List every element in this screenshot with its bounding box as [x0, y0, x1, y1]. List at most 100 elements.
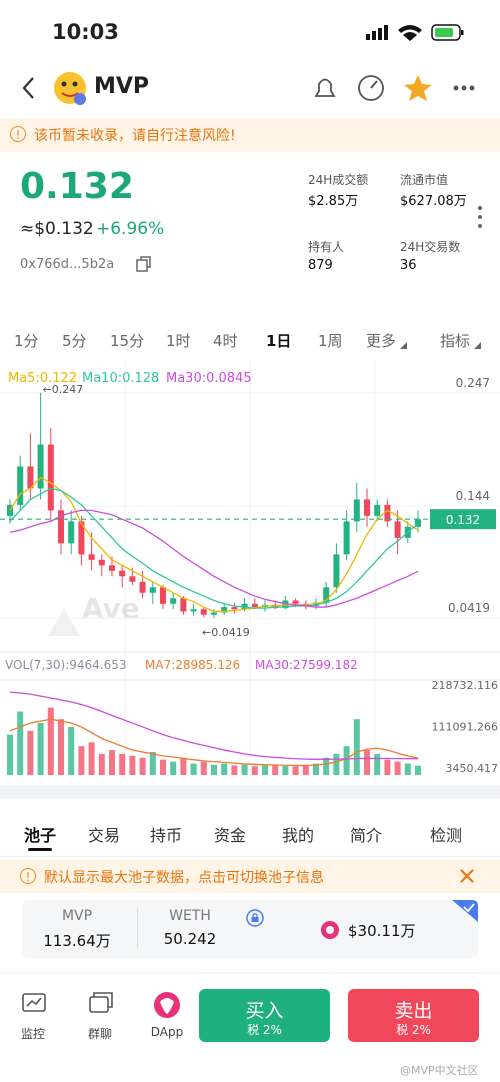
last-price-box: [430, 509, 496, 530]
nav-item[interactable]: 群聊: [87, 1027, 112, 1041]
candle-body: [17, 466, 24, 505]
stat-value: 879: [308, 258, 333, 273]
volume-bar: [68, 726, 75, 775]
stat-value: 36: [400, 258, 417, 273]
candle-body: [129, 576, 136, 582]
timeframe-option[interactable]: 5分: [62, 332, 87, 350]
volume-bar: [160, 759, 166, 775]
volume-bar: [394, 761, 401, 775]
volume-bar: [384, 759, 391, 775]
candle-body: [323, 587, 330, 603]
ma-line: [9, 509, 419, 608]
divider: [0, 856, 500, 857]
favorite-button[interactable]: [404, 75, 432, 101]
candle-body: [27, 466, 34, 489]
tab[interactable]: 资金: [214, 826, 247, 845]
timeframe-option[interactable]: 4时: [213, 332, 238, 350]
legend-item: Ma5:0.122: [8, 371, 77, 386]
indicator-button[interactable]: 指标: [440, 332, 471, 350]
volume-bar: [17, 711, 24, 775]
divider: [137, 908, 138, 948]
status-icons: [366, 24, 464, 41]
stat-label: 24H成交额: [308, 173, 369, 187]
legend-item: VOL(7,30):9464.653: [5, 658, 127, 672]
timeframe-option[interactable]: 1时: [166, 332, 191, 350]
timeframe-option[interactable]: 1周: [318, 332, 343, 350]
nav-item[interactable]: 监控: [20, 1027, 45, 1041]
candle-body: [88, 554, 95, 560]
candle-body: [149, 587, 156, 593]
header-icons: [22, 72, 475, 105]
candle-body: [415, 519, 421, 527]
candle-body: [190, 609, 197, 612]
sell-label: 卖出: [394, 1000, 433, 1022]
stat-value: $627.08万: [400, 194, 467, 209]
buy-button[interactable]: [199, 989, 330, 1042]
timeframe-option[interactable]: 更多: [366, 332, 397, 350]
candle-body: [68, 521, 75, 544]
tab[interactable]: 我的: [282, 826, 315, 845]
alert-button[interactable]: [314, 78, 336, 97]
divider: [0, 972, 500, 973]
candle-body: [119, 570, 126, 577]
nav-item[interactable]: DApp: [150, 1025, 184, 1039]
watermark: Ave: [82, 592, 140, 625]
candle-body: [231, 607, 238, 610]
candle-body: [394, 521, 401, 538]
volume-bar: [37, 723, 44, 775]
timeframe-option[interactable]: 15分: [110, 332, 145, 350]
volume-bar: [149, 751, 156, 775]
warning-icon: !: [10, 126, 26, 142]
dapp-icon: [154, 992, 180, 1018]
candle-body: [251, 603, 258, 608]
candle-body: [58, 510, 64, 544]
volume-bar: [302, 765, 309, 775]
tab[interactable]: 持币: [150, 826, 183, 845]
warning-bar: [0, 118, 500, 152]
pool-amount: 113.64万: [43, 932, 111, 950]
more-stats-button[interactable]: [474, 204, 486, 232]
price-usd: ≈$0.132: [20, 219, 94, 239]
candle-body: [160, 587, 166, 604]
timeframe-option[interactable]: 1分: [14, 332, 39, 350]
pool-card[interactable]: [22, 900, 478, 958]
warning-text: 该币暂未收录，请自行注意风险!: [34, 128, 236, 144]
candle-body: [374, 504, 381, 516]
volume-bar: [27, 730, 34, 775]
candle-body: [211, 612, 217, 615]
status-time: 10:03: [52, 20, 119, 44]
sell-button[interactable]: [348, 989, 479, 1042]
copy-button[interactable]: [134, 254, 154, 274]
tab[interactable]: 检测: [430, 826, 463, 845]
volume-bar: [47, 707, 54, 775]
speed-button[interactable]: [358, 75, 384, 101]
candle-body: [78, 521, 85, 555]
volume-ma-line: [9, 691, 419, 760]
pool-amount: 50.242: [163, 930, 217, 948]
volume-bar: [119, 753, 126, 775]
tab[interactable]: 交易: [88, 826, 121, 845]
legend-item: MA30:27599.182: [255, 658, 358, 672]
volume-bar: [109, 750, 115, 775]
candle-body: [139, 581, 146, 593]
contract-address: 0x766d...5b2a: [20, 257, 115, 272]
tab[interactable]: 池子: [24, 826, 57, 845]
volume-bar: [343, 746, 350, 775]
tab[interactable]: 简介: [350, 826, 383, 845]
timeframe-option[interactable]: 1日: [266, 332, 292, 350]
volume-bar: [415, 765, 421, 775]
volume-bar: [170, 761, 177, 775]
tab-underline: [28, 848, 52, 851]
volume-bar: [333, 753, 340, 775]
back-button[interactable]: [22, 77, 34, 99]
notice-bar: [0, 860, 500, 893]
footer-watermark: @MVP中文社区: [400, 1064, 479, 1077]
volume-bar: [241, 764, 248, 775]
volume-bar: [180, 757, 187, 775]
candle-body: [343, 521, 350, 555]
price-value: 0.132: [20, 166, 134, 207]
candle-body: [200, 609, 207, 615]
notice-text: 默认显示最大池子数据，点击可切换池子信息: [44, 870, 324, 886]
close-notice[interactable]: [458, 867, 476, 885]
